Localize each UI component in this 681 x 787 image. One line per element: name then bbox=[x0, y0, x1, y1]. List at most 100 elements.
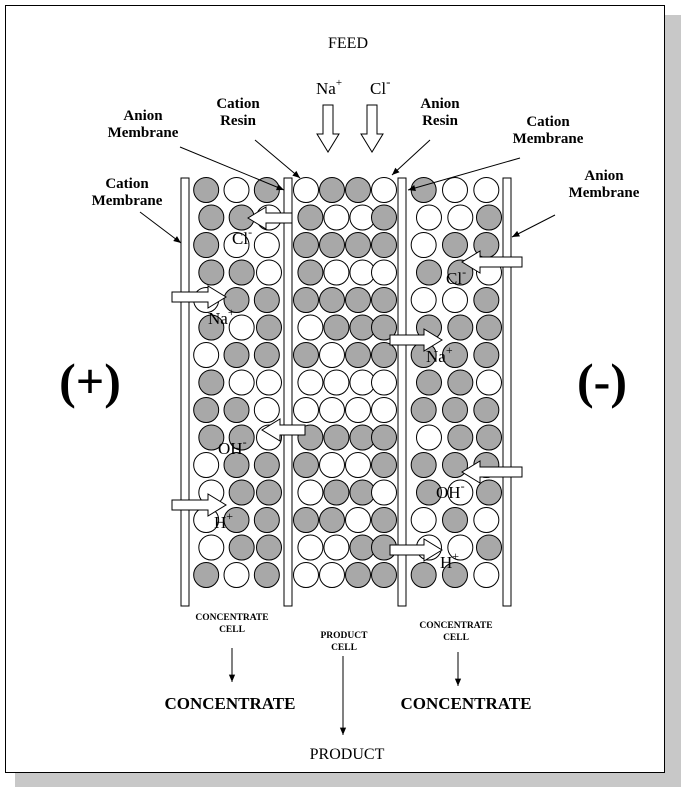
cell-label: CONCENTRATE CELL bbox=[195, 613, 268, 635]
bead bbox=[228, 479, 255, 506]
block-arrow bbox=[389, 328, 443, 352]
bead bbox=[253, 397, 280, 423]
bead bbox=[371, 287, 397, 313]
ion-label: H+ bbox=[214, 509, 233, 532]
block-arrow bbox=[389, 538, 443, 562]
bead bbox=[198, 314, 225, 341]
label: Anion Membrane bbox=[569, 168, 640, 201]
label: Anion Resin bbox=[420, 96, 460, 129]
bead bbox=[223, 287, 250, 313]
bead bbox=[323, 534, 350, 561]
ion-charge: - bbox=[462, 265, 466, 279]
bead bbox=[198, 369, 225, 396]
bead bbox=[293, 562, 319, 588]
shapes bbox=[139, 104, 556, 735]
bead bbox=[293, 177, 319, 203]
bead bbox=[297, 259, 324, 286]
ion-label: Cl- bbox=[446, 265, 466, 288]
bead bbox=[293, 507, 319, 533]
bead bbox=[323, 479, 350, 506]
bead bbox=[323, 314, 350, 341]
bead bbox=[297, 479, 324, 506]
bead bbox=[442, 287, 468, 313]
bead bbox=[345, 562, 371, 588]
bead bbox=[256, 534, 282, 561]
bead bbox=[228, 534, 255, 561]
cell-label: CONCENTRATE CELL bbox=[419, 621, 492, 643]
ion-symbol: Na bbox=[426, 347, 446, 366]
bead bbox=[253, 452, 280, 478]
bead bbox=[198, 259, 225, 286]
bead bbox=[371, 479, 397, 506]
arrow-head bbox=[392, 167, 400, 175]
bead bbox=[345, 507, 371, 533]
bead bbox=[371, 424, 397, 451]
bead bbox=[442, 342, 468, 368]
bead bbox=[473, 287, 500, 313]
ion-symbol: H bbox=[214, 513, 226, 532]
bead bbox=[193, 342, 220, 368]
bead bbox=[345, 287, 371, 313]
bead bbox=[371, 369, 397, 396]
bead bbox=[473, 507, 500, 533]
ion-charge: + bbox=[228, 305, 235, 319]
ion-charge: + bbox=[446, 343, 453, 357]
bead bbox=[371, 397, 397, 423]
block-arrow bbox=[261, 418, 306, 442]
bead bbox=[223, 177, 250, 203]
bead bbox=[319, 177, 345, 203]
bead bbox=[476, 479, 502, 506]
bead bbox=[447, 369, 474, 396]
bead bbox=[256, 259, 282, 286]
bead bbox=[293, 287, 319, 313]
bead bbox=[228, 314, 255, 341]
bead bbox=[256, 369, 282, 396]
bead bbox=[253, 177, 280, 203]
ion-symbol: H bbox=[440, 553, 452, 572]
bead bbox=[476, 204, 502, 231]
bead bbox=[223, 562, 250, 588]
bead bbox=[447, 204, 474, 231]
bead bbox=[319, 287, 345, 313]
bead bbox=[415, 204, 442, 231]
bead bbox=[293, 342, 319, 368]
cell-label: PRODUCT CELL bbox=[321, 631, 369, 653]
ion-label: Cl- bbox=[232, 225, 252, 248]
bead bbox=[198, 424, 225, 451]
bead bbox=[371, 562, 397, 588]
leader-line bbox=[407, 157, 521, 191]
bead bbox=[319, 507, 345, 533]
bead bbox=[319, 397, 345, 423]
leader-line bbox=[511, 214, 556, 238]
ion-symbol: Cl bbox=[232, 229, 248, 248]
bead bbox=[345, 397, 371, 423]
ion-charge: + bbox=[226, 509, 233, 523]
leader-line bbox=[254, 139, 301, 179]
bead bbox=[253, 507, 280, 533]
ion-label: OH- bbox=[218, 435, 247, 458]
bead bbox=[223, 342, 250, 368]
membrane bbox=[283, 177, 293, 607]
bead bbox=[371, 177, 397, 203]
bead bbox=[228, 424, 255, 451]
ion-symbol: OH bbox=[436, 483, 461, 502]
bead bbox=[319, 452, 345, 478]
ion-label: Na+ bbox=[208, 305, 235, 328]
bead bbox=[371, 259, 397, 286]
bead bbox=[442, 232, 468, 258]
membrane bbox=[180, 177, 190, 607]
bead bbox=[371, 507, 397, 533]
arrow-head bbox=[408, 184, 416, 191]
bead bbox=[256, 479, 282, 506]
membrane bbox=[397, 177, 407, 607]
bead bbox=[297, 204, 324, 231]
output-label: PRODUCT bbox=[310, 746, 385, 763]
bead bbox=[415, 479, 442, 506]
arrow-head bbox=[292, 170, 300, 178]
bead bbox=[415, 369, 442, 396]
bead bbox=[223, 507, 250, 533]
bead bbox=[345, 232, 371, 258]
ions: Cl-Na+OH-H+Cl-Na+OH-H+ bbox=[208, 225, 466, 572]
leader-line bbox=[139, 211, 182, 244]
bead bbox=[447, 259, 474, 286]
